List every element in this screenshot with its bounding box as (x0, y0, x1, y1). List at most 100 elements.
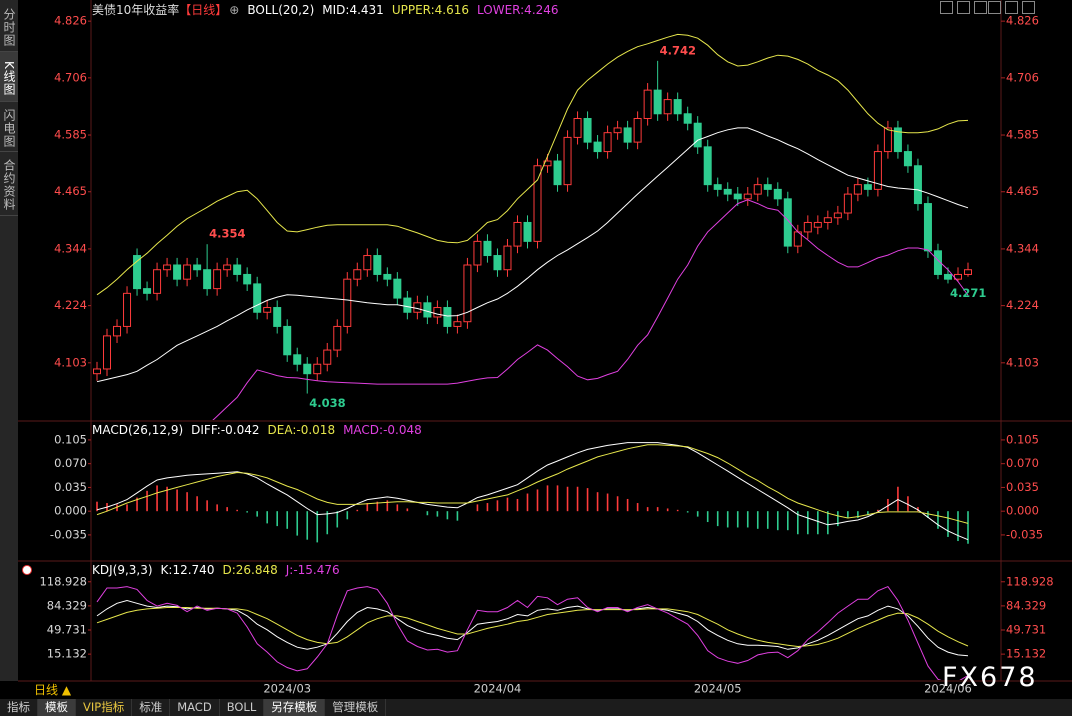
candle-body (143, 288, 152, 294)
chart-title: 美债10年收益率 (92, 3, 180, 17)
tab[interactable]: BOLL (220, 699, 265, 716)
legend-item: D:26.848 (222, 563, 278, 577)
y-tick-label: 4.224 (1006, 298, 1039, 312)
candle-body (113, 325, 122, 337)
candle-body (853, 184, 862, 195)
candle-body (263, 307, 272, 313)
y-tick-label: 4.103 (1006, 355, 1039, 369)
indicator-line (212, 199, 969, 420)
candle-body (923, 203, 932, 252)
icon[interactable] (988, 1, 1001, 14)
candle-body (723, 188, 732, 195)
y-tick-label: 4.465 (1006, 184, 1039, 198)
candle-body (483, 240, 492, 257)
candle-body (553, 160, 562, 186)
window-icons (940, 1, 987, 14)
x-tick-label: 2024/04 (474, 682, 522, 696)
candle-body (223, 264, 232, 271)
pane (96, 585, 969, 680)
toolbar-item[interactable]: 合约资料 (0, 152, 18, 216)
candle-body (583, 117, 592, 143)
y-tick-label: 49.731 (47, 623, 87, 637)
legend-item: DEA:-0.018 (267, 423, 336, 437)
chart-period: 【日线】 (179, 3, 228, 17)
legend-item: MID:4.431 (322, 3, 384, 17)
macd-header: MACD(26,12,9) DIFF:-0.042 DEA:-0.018 MACD:-… (92, 422, 422, 438)
tab[interactable]: MACD (170, 699, 220, 716)
candle-body (463, 264, 472, 323)
extreme-label: 4.271 (950, 286, 986, 300)
candle-body (633, 117, 642, 143)
y-tick-label: 4.224 (54, 298, 87, 312)
tab[interactable]: 模板 (38, 699, 76, 716)
tab[interactable]: VIP指标 (76, 699, 133, 716)
candle-body (183, 264, 192, 280)
candle-body (813, 221, 822, 228)
candle-body (203, 269, 212, 290)
extreme-label: 4.742 (660, 43, 696, 57)
candle-body (213, 269, 222, 290)
price-header: 美债10年收益率 【日线】 ⊕ BOLL(20,2) MID:4.431 UPPER… (92, 2, 559, 18)
icon[interactable] (940, 1, 953, 14)
candle-body (863, 184, 872, 190)
candle-body (613, 127, 622, 134)
y-tick-label: 4.344 (54, 241, 87, 255)
y-tick-label: 4.826 (54, 14, 87, 28)
toolbar-item[interactable]: K线图 (0, 52, 18, 102)
icon[interactable]: ⊕ (229, 3, 240, 17)
candle-body (623, 127, 632, 143)
candle-body (903, 151, 912, 167)
period-selector[interactable]: 日线 ▲ (34, 683, 72, 697)
candle-body (943, 273, 952, 280)
candle-body (103, 335, 112, 370)
candle-body (233, 264, 242, 275)
legend-item: MACD(26,12,9) (92, 423, 184, 437)
candle-body (823, 217, 832, 223)
icon[interactable] (1022, 1, 1035, 14)
tab[interactable]: 指标 (0, 699, 38, 716)
candle-body (503, 245, 512, 271)
y-tick-label: 4.585 (1006, 128, 1039, 142)
pane (93, 33, 972, 420)
candle-body (763, 184, 772, 190)
y-tick-label: 0.105 (54, 432, 87, 446)
kdj-header: KDJ(9,3,3) K:12.740 D:26.848 J:-15.476 (92, 562, 340, 578)
indicator-line (96, 585, 969, 680)
candle-body (693, 122, 702, 148)
candle-body (323, 349, 332, 365)
tab[interactable]: 标准 (132, 699, 171, 716)
candle-body (403, 297, 412, 313)
tab[interactable]: 另存模板 (264, 699, 326, 716)
candle-body (243, 273, 252, 285)
y-tick-label: 0.000 (54, 504, 87, 518)
candle-body (123, 292, 132, 327)
y-tick-label: 84.329 (47, 598, 87, 612)
candle-body (453, 321, 462, 327)
toolbar-item[interactable]: 分时图 (0, 0, 18, 52)
candle-body (703, 146, 712, 186)
indicator-line (96, 127, 969, 383)
indicator-line (96, 33, 969, 296)
candle-body (293, 354, 302, 365)
kdj-icon[interactable] (22, 565, 32, 575)
candle-body (743, 193, 752, 200)
candle-body (773, 188, 782, 200)
icon[interactable] (1005, 1, 1018, 14)
candle-body (873, 151, 882, 190)
candle-body (893, 127, 902, 153)
candle-body (513, 221, 522, 247)
x-tick-label: 2024/05 (694, 682, 742, 696)
candle-body (673, 99, 682, 115)
candle-body (563, 136, 572, 186)
extreme-label: 4.038 (309, 396, 345, 410)
candle-body (383, 273, 392, 280)
indicator-line (96, 607, 969, 648)
candle-body (393, 278, 402, 299)
icon[interactable] (957, 1, 970, 14)
candle-body (363, 255, 372, 271)
icon[interactable] (974, 1, 987, 14)
tab[interactable]: 管理模板 (325, 699, 387, 716)
y-tick-label: 0.105 (1006, 432, 1039, 446)
toolbar-item[interactable]: 闪电图 (0, 102, 18, 152)
